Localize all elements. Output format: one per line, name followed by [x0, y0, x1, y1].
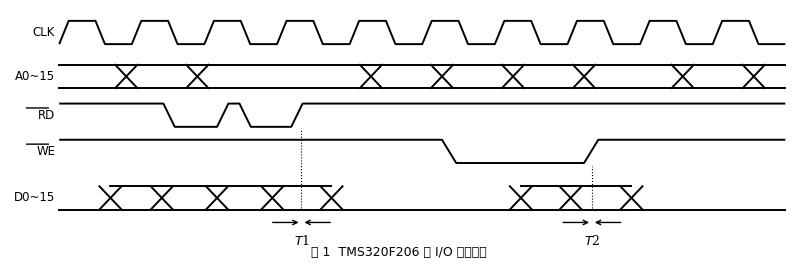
Text: WE: WE — [37, 145, 55, 158]
Text: CLK: CLK — [33, 26, 55, 39]
Text: $\it{T}$1: $\it{T}$1 — [294, 234, 310, 248]
Text: RD: RD — [38, 109, 55, 122]
Text: 图 1  TMS320F206 的 I/O 读写时序: 图 1 TMS320F206 的 I/O 读写时序 — [310, 246, 486, 259]
Text: D0~15: D0~15 — [14, 191, 55, 204]
Text: A0~15: A0~15 — [15, 70, 55, 83]
Text: $\it{T}$2: $\it{T}$2 — [583, 234, 600, 248]
